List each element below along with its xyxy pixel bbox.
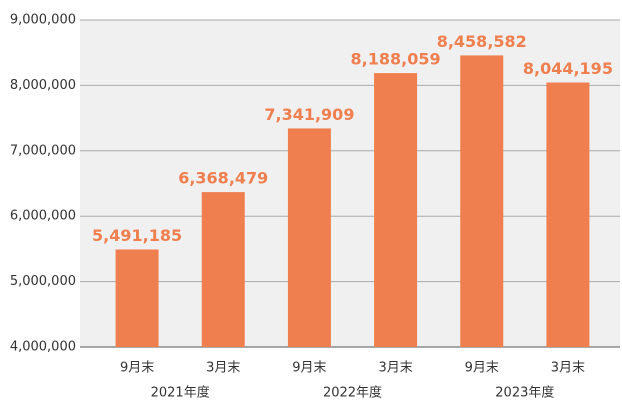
group-label: 2021年度 [151,385,210,401]
bar [287,128,331,347]
x-tick-label: 3月末 [206,361,240,376]
group-label: 2023年度 [495,385,554,401]
y-tick-label: 5,000,000 [10,274,76,289]
value-label: 5,491,185 [92,226,182,245]
x-tick-label: 3月末 [551,361,585,376]
y-tick-label: 9,000,000 [10,13,76,28]
value-label: 8,044,195 [523,59,613,78]
value-label: 7,341,909 [264,105,354,124]
x-tick-label: 9月末 [120,361,154,376]
bar [546,82,590,347]
plot-background [80,20,620,347]
y-tick-label: 8,000,000 [10,78,76,93]
bar [460,55,504,347]
bar [201,192,245,347]
x-tick-label: 3月末 [378,361,412,376]
y-tick-label: 6,000,000 [10,209,76,224]
value-label: 8,458,582 [437,32,527,51]
x-tick-label: 9月末 [465,361,499,376]
group-label: 2022年度 [323,385,382,401]
y-tick-label: 7,000,000 [10,143,76,158]
x-tick-label: 9月末 [292,361,326,376]
bar [374,73,418,347]
y-tick-label: 4,000,000 [10,340,76,355]
value-label: 6,368,479 [178,169,268,188]
value-label: 8,188,059 [351,50,441,69]
bar [115,249,159,347]
